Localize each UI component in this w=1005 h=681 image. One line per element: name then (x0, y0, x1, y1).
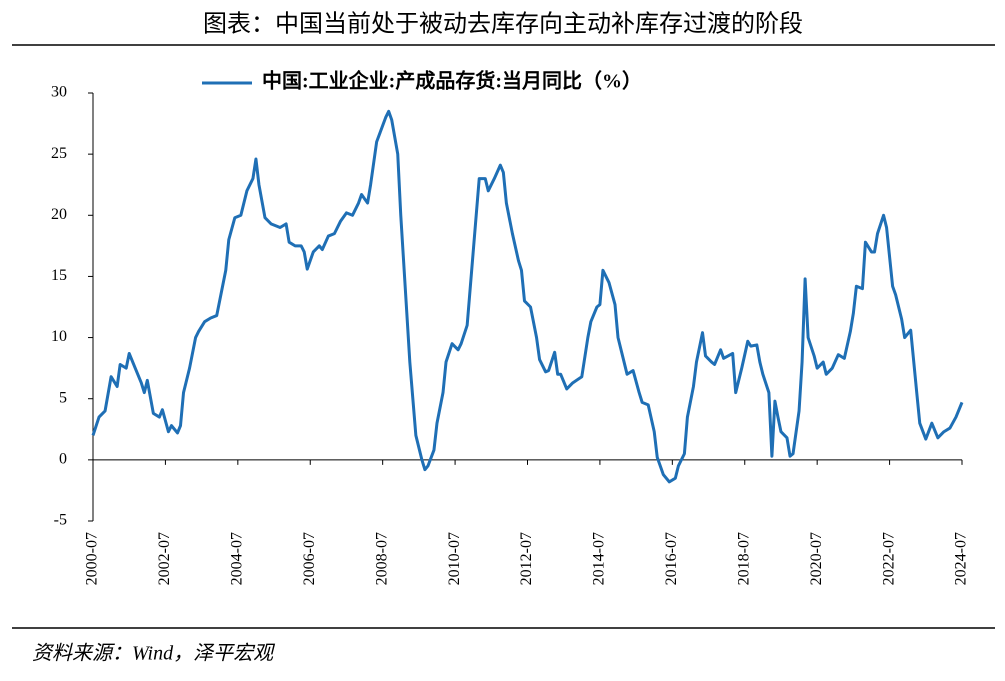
x-tick-label: 2010-07 (446, 532, 463, 585)
x-tick-label: 2016-07 (663, 532, 680, 585)
x-tick-label: 2018-07 (735, 532, 752, 585)
x-tick-label: 2008-07 (373, 532, 390, 585)
y-tick-label: 30 (51, 84, 67, 101)
chart-title: 图表：中国当前处于被动去库存向主动补库存过渡的阶段 (203, 11, 803, 38)
x-tick-label: 2006-07 (301, 532, 318, 585)
y-tick-label: -5 (54, 512, 67, 529)
series-line (91, 109, 964, 484)
x-tick-label: 2002-07 (156, 532, 173, 585)
x-tick-label: 2014-07 (591, 532, 608, 585)
x-tick-label: 2000-07 (84, 532, 101, 585)
legend-label: 中国:工业企业:产成品存货:当月同比（%） (262, 69, 642, 93)
x-tick-label: 2024-07 (953, 532, 970, 585)
x-tick-label: 2012-07 (518, 532, 535, 585)
y-tick-label: 0 (59, 451, 67, 468)
x-tick-label: 2004-07 (229, 532, 246, 585)
y-tick-label: 10 (51, 328, 67, 345)
y-tick-label: 15 (51, 267, 67, 284)
y-tick-label: 25 (51, 145, 67, 162)
x-tick-label: 2020-07 (808, 532, 825, 585)
y-tick-label: 5 (59, 389, 67, 406)
y-tick-label: 20 (51, 206, 67, 223)
source: 资料来源：Wind，泽平宏观 (32, 643, 275, 665)
x-tick-label: 2022-07 (880, 532, 897, 585)
